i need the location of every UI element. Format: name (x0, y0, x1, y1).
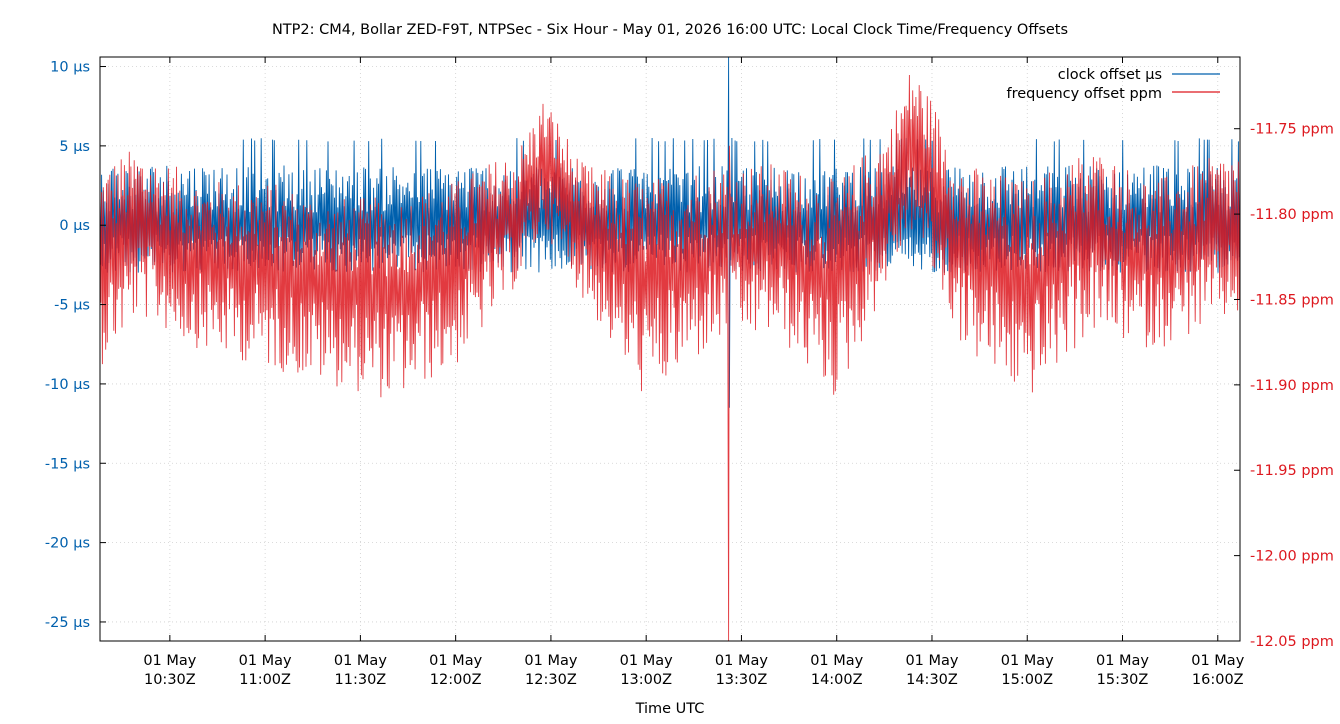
legend-label-clock-offset: clock offset µs (1058, 67, 1162, 83)
y-left-tick-label: -10 µs (45, 377, 90, 393)
y-right-tick-label: -12.05 ppm (1250, 634, 1334, 650)
x-tick-label-date: 01 May (334, 653, 387, 669)
x-tick-label-date: 01 May (905, 653, 958, 669)
y-left-tick-label: -25 µs (45, 615, 90, 631)
x-tick-label-time: 13:00Z (620, 672, 672, 688)
y-right-tick-label: -11.90 ppm (1250, 378, 1334, 394)
x-tick-label-date: 01 May (143, 653, 196, 669)
x-tick-label-time: 15:00Z (1001, 672, 1053, 688)
x-tick-label-time: 11:30Z (335, 672, 387, 688)
x-tick-label-date: 01 May (810, 653, 863, 669)
x-tick-label-date: 01 May (429, 653, 482, 669)
x-tick-label-time: 16:00Z (1192, 672, 1244, 688)
x-tick-label-date: 01 May (239, 653, 292, 669)
x-tick-label-date: 01 May (1096, 653, 1149, 669)
y-left-tick-label: 10 µs (50, 60, 90, 76)
x-tick-label-time: 14:00Z (811, 672, 863, 688)
legend: clock offset µs frequency offset ppm (1007, 67, 1220, 102)
y-right-tick-label: -12.00 ppm (1250, 549, 1334, 565)
legend-label-frequency-offset: frequency offset ppm (1007, 86, 1163, 102)
y-left-tick-label: -15 µs (45, 456, 90, 472)
x-tick-label-time: 15:30Z (1097, 672, 1149, 688)
x-tick-label-date: 01 May (1191, 653, 1244, 669)
x-tick-label-time: 14:30Z (906, 672, 958, 688)
x-tick-label-time: 13:30Z (716, 672, 768, 688)
x-tick-label-date: 01 May (620, 653, 673, 669)
x-tick-label-date: 01 May (715, 653, 768, 669)
y-right-tick-label: -11.80 ppm (1250, 207, 1334, 223)
y-right-tick-label: -11.85 ppm (1250, 292, 1334, 308)
series-layer (99, 56, 1241, 642)
y-left-tick-label: 5 µs (59, 139, 90, 155)
axis-layer: 10 µs 5 µs 0 µs -5 µs -10 µs -15 µs -20 µs -25 … (45, 56, 1334, 688)
y-right-tick-label: -11.75 ppm (1250, 122, 1334, 138)
x-tick-label-time: 10:30Z (144, 672, 196, 688)
x-axis-label: Time UTC (635, 701, 705, 717)
y-left-tick-label: -5 µs (54, 298, 90, 314)
x-tick-label-date: 01 May (524, 653, 577, 669)
y-left-tick-label: 0 µs (59, 218, 90, 234)
x-tick-label-time: 11:00Z (239, 672, 291, 688)
y-right-tick-label: -11.95 ppm (1250, 463, 1334, 479)
plot-border (99, 56, 1241, 642)
x-tick-label-time: 12:30Z (525, 672, 577, 688)
series-frequency-offset-line (99, 74, 1241, 642)
chart-title: NTP2: CM4, Bollar ZED-F9T, NTPSec - Six … (272, 22, 1068, 38)
x-tick-label-date: 01 May (1001, 653, 1054, 669)
y-left-tick-label: -20 µs (45, 536, 90, 552)
x-tick-label-time: 12:00Z (430, 672, 482, 688)
